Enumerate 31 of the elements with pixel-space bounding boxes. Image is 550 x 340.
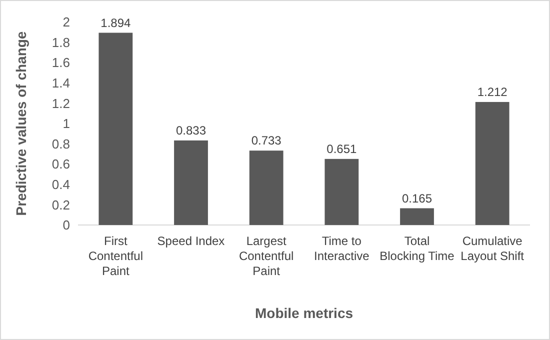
y-tick-label: 0.8: [52, 136, 70, 152]
y-tick-label: 0.6: [52, 156, 70, 172]
data-label: 0.165: [402, 191, 432, 206]
x-tick-label: Time to Interactive: [314, 234, 370, 263]
y-tick-label: 1: [62, 116, 70, 132]
x-tick-label: Speed Index: [157, 234, 225, 248]
y-tick-label: 1.8: [52, 34, 70, 50]
x-tick-label: First Contentful Paint: [88, 234, 144, 278]
data-label: 0.733: [251, 134, 282, 148]
data-label: 0.651: [326, 142, 358, 156]
y-axis-title: Predictive values of change: [13, 31, 29, 216]
data-label: 0.833: [176, 123, 206, 138]
y-tick-label: 1.4: [52, 75, 70, 90]
data-label: 1.212: [477, 84, 508, 99]
y-tick-label: 0.2: [52, 197, 70, 212]
x-tick-label: Cumulative Layout Shift: [460, 234, 525, 263]
data-label: 1.894: [100, 16, 132, 30]
y-tick-label: 0: [62, 218, 70, 233]
bar: [249, 150, 284, 225]
bar: [174, 140, 208, 225]
bar: [475, 102, 510, 225]
bar: [400, 208, 434, 225]
y-tick-label: 0.4: [52, 176, 70, 192]
x-tick-label: Largest Contentful Paint: [238, 234, 294, 278]
y-tick-label: 2: [62, 14, 70, 30]
x-axis-title: Mobile metrics: [254, 305, 354, 321]
bar: [324, 158, 359, 225]
bar: [98, 32, 133, 225]
y-tick-label: 1.2: [52, 96, 70, 111]
y-tick-label: 1.6: [52, 55, 70, 70]
x-tick-label: Total Blocking Time: [380, 234, 455, 263]
